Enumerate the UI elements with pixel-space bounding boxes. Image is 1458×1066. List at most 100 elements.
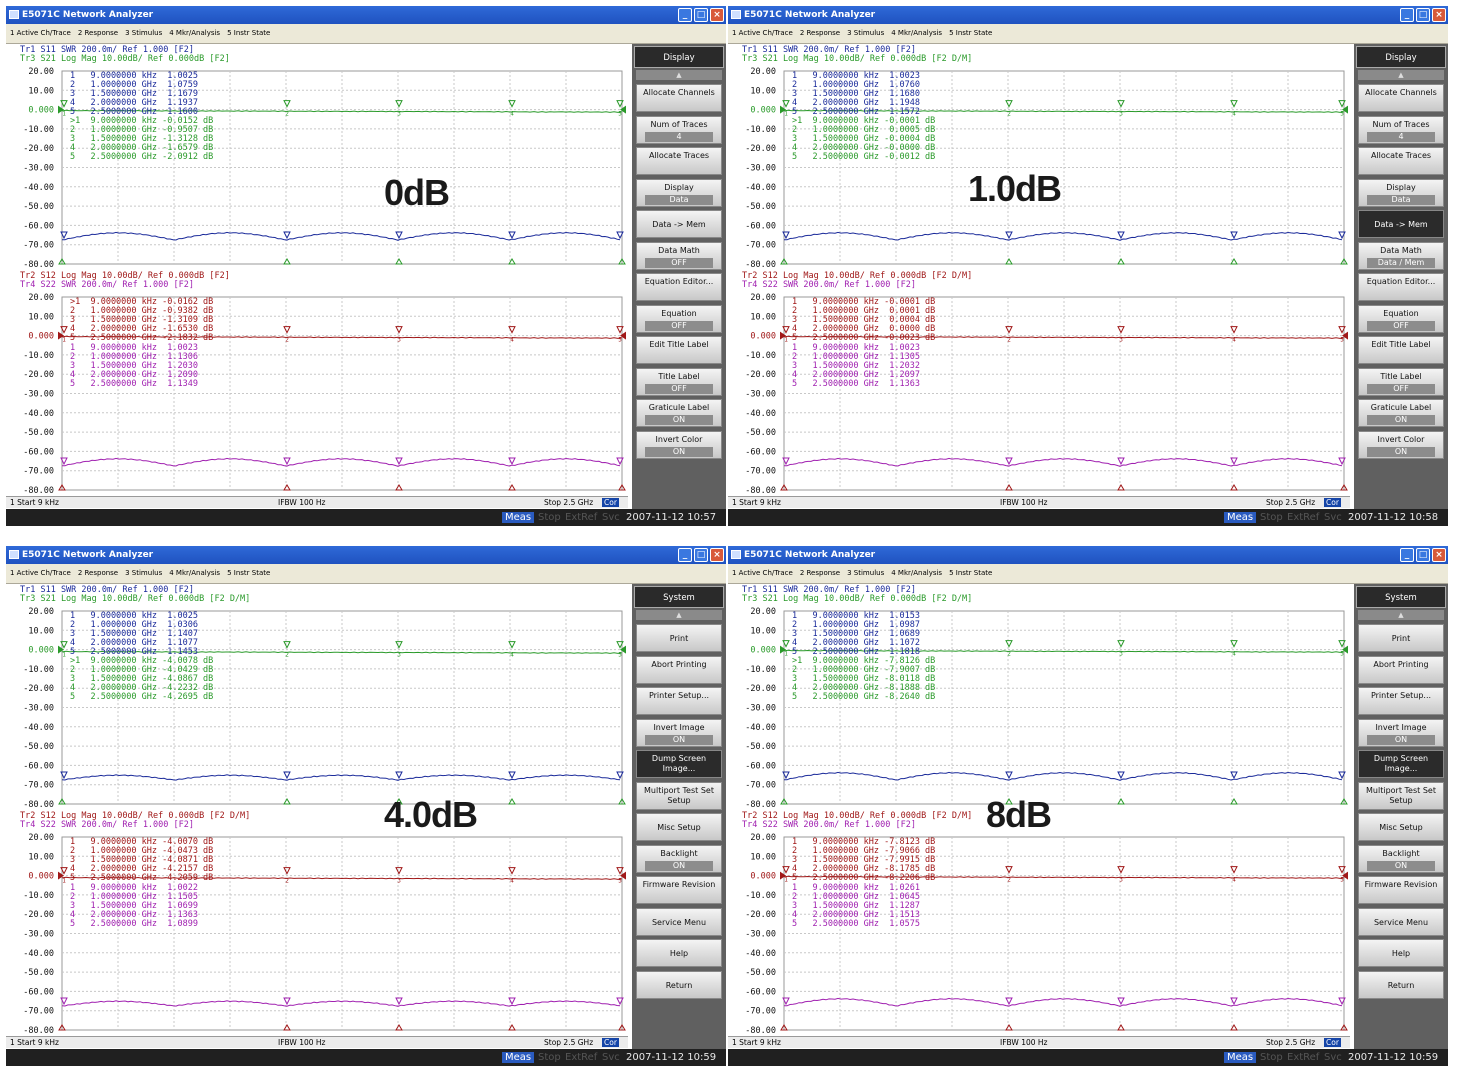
softkey-button[interactable]: Multiport Test Set Setup — [636, 781, 722, 810]
trace-header[interactable]: Tr2 S12 Log Mag 10.00dB/ Ref 0.000dB [F2… — [20, 811, 251, 821]
menu-item[interactable]: 5 Instr State — [227, 569, 271, 577]
menu-item[interactable]: 1 Active Ch/Trace — [10, 569, 71, 577]
menu-item[interactable]: 4 Mkr/Analysis — [891, 569, 943, 577]
softkey-button[interactable]: Data -> Mem — [636, 210, 722, 238]
softkey-button[interactable]: Firmware Revision — [636, 876, 722, 904]
softkey-button[interactable]: Printer Setup... — [636, 687, 722, 715]
softkey-button[interactable]: Invert Color ON — [1358, 430, 1444, 459]
softkey-button[interactable]: Backlight ON — [636, 844, 722, 873]
close-button[interactable]: × — [1432, 8, 1446, 22]
softkey-button[interactable]: Allocate Channels — [1358, 84, 1444, 112]
minimize-button[interactable]: _ — [678, 548, 692, 562]
trace-header[interactable]: Tr3 S21 Log Mag 10.00dB/ Ref 0.000dB [F2… — [20, 53, 230, 64]
softkey-button[interactable]: Data -> Mem — [1358, 210, 1444, 238]
menu-item[interactable]: 1 Active Ch/Trace — [10, 29, 71, 37]
softkey-button[interactable]: Abort Printing — [636, 655, 722, 684]
softkey-button[interactable]: Equation Editor... — [636, 273, 722, 301]
softkey-button[interactable]: Backlight ON — [1358, 844, 1444, 873]
softkey-button[interactable]: Dump Screen Image... — [1358, 750, 1444, 778]
menu-item[interactable]: 3 Stimulus — [847, 29, 885, 37]
minimize-button[interactable]: _ — [1400, 8, 1414, 22]
softkey-button[interactable]: Data Math Data / Mem — [1358, 241, 1444, 270]
menu-item[interactable]: 2 Response — [799, 29, 841, 37]
trace-header[interactable]: Tr4 S22 SWR 200.0m/ Ref 1.000 [F2] — [742, 819, 916, 830]
scroll-up-icon[interactable]: ▲ — [636, 610, 722, 620]
softkey-button[interactable]: Title Label OFF — [636, 367, 722, 396]
menu-item[interactable]: 5 Instr State — [949, 569, 993, 577]
minimize-button[interactable]: _ — [678, 8, 692, 22]
close-button[interactable]: × — [710, 8, 724, 22]
trace-header[interactable]: Tr2 S12 Log Mag 10.00dB/ Ref 0.000dB [F2… — [742, 271, 973, 281]
menu-item[interactable]: 2 Response — [77, 569, 119, 577]
menu-item[interactable]: 3 Stimulus — [847, 569, 885, 577]
softkey-button[interactable]: Print — [636, 624, 722, 652]
softkey-button[interactable]: Equation OFF — [1358, 304, 1444, 333]
softkey-button[interactable]: Title Label OFF — [1358, 367, 1444, 396]
menu-item[interactable]: 5 Instr State — [949, 29, 993, 37]
softkey-button[interactable]: Allocate Traces — [1358, 147, 1444, 175]
scroll-up-icon[interactable]: ▲ — [1358, 610, 1444, 620]
trace-header[interactable]: Tr3 S21 Log Mag 10.00dB/ Ref 0.000dB [F2… — [742, 593, 973, 604]
softkey-button[interactable]: Edit Title Label — [1358, 336, 1444, 364]
menu-item[interactable]: 2 Response — [77, 29, 119, 37]
softkey-button[interactable]: Firmware Revision — [1358, 876, 1444, 904]
scroll-up-icon[interactable]: ▲ — [1358, 70, 1444, 80]
close-button[interactable]: × — [1432, 548, 1446, 562]
menu-item[interactable]: 2 Response — [799, 569, 841, 577]
trace-header[interactable]: Tr3 S21 Log Mag 10.00dB/ Ref 0.000dB [F2… — [20, 593, 251, 604]
menu-item[interactable]: 1 Active Ch/Trace — [732, 569, 793, 577]
softkey-button[interactable]: Invert Image ON — [1358, 718, 1444, 747]
softkey-button[interactable]: Data Math OFF — [636, 241, 722, 270]
softkey-button[interactable]: Service Menu — [1358, 907, 1444, 936]
softkey-button[interactable]: Misc Setup — [636, 813, 722, 841]
softkey-button[interactable]: Return — [636, 970, 722, 999]
trace-header[interactable]: Tr2 S12 Log Mag 10.00dB/ Ref 0.000dB [F2… — [742, 811, 973, 821]
trace-header[interactable]: Tr4 S22 SWR 200.0m/ Ref 1.000 [F2] — [20, 819, 194, 830]
softkey-button[interactable]: Print — [1358, 624, 1444, 652]
maximize-button[interactable]: □ — [694, 8, 708, 22]
softkey-button[interactable]: Graticule Label ON — [636, 399, 722, 427]
softkey-button[interactable]: Display Data — [1358, 178, 1444, 207]
softkey-button[interactable]: Allocate Channels — [636, 84, 722, 112]
menu-item[interactable]: 3 Stimulus — [125, 29, 163, 37]
trace-header[interactable]: Tr1 S11 SWR 200.0m/ Ref 1.000 [F2] — [20, 585, 194, 595]
softkey-button[interactable]: Num of Traces 4 — [636, 115, 722, 144]
trace-header[interactable]: Tr2 S12 Log Mag 10.00dB/ Ref 0.000dB [F2… — [20, 271, 230, 281]
menu-item[interactable]: 5 Instr State — [227, 29, 271, 37]
trace-header[interactable]: Tr1 S11 SWR 200.0m/ Ref 1.000 [F2] — [742, 585, 916, 595]
softkey-button[interactable]: Equation Editor... — [1358, 273, 1444, 301]
softkey-button[interactable]: Invert Color ON — [636, 430, 722, 459]
maximize-button[interactable]: □ — [694, 548, 708, 562]
trace-header[interactable]: Tr4 S22 SWR 200.0m/ Ref 1.000 [F2] — [742, 279, 916, 290]
softkey-button[interactable]: Misc Setup — [1358, 813, 1444, 841]
softkey-button[interactable]: Graticule Label ON — [1358, 399, 1444, 427]
menu-item[interactable]: 4 Mkr/Analysis — [169, 29, 221, 37]
trace-header[interactable]: Tr1 S11 SWR 200.0m/ Ref 1.000 [F2] — [20, 45, 194, 55]
softkey-button[interactable]: Dump Screen Image... — [636, 750, 722, 778]
trace-header[interactable]: Tr3 S21 Log Mag 10.00dB/ Ref 0.000dB [F2… — [742, 53, 973, 64]
softkey-button[interactable]: Return — [1358, 970, 1444, 999]
softkey-button[interactable]: Service Menu — [636, 907, 722, 936]
close-button[interactable]: × — [710, 548, 724, 562]
softkey-button[interactable]: Allocate Traces — [636, 147, 722, 175]
menu-item[interactable]: 1 Active Ch/Trace — [732, 29, 793, 37]
softkey-button[interactable]: Invert Image ON — [636, 718, 722, 747]
trace-header[interactable]: Tr1 S11 SWR 200.0m/ Ref 1.000 [F2] — [742, 45, 916, 55]
maximize-button[interactable]: □ — [1416, 8, 1430, 22]
trace-header[interactable]: Tr4 S22 SWR 200.0m/ Ref 1.000 [F2] — [20, 279, 194, 290]
softkey-button[interactable]: Abort Printing — [1358, 655, 1444, 684]
softkey-button[interactable]: Help — [1358, 939, 1444, 967]
menu-item[interactable]: 3 Stimulus — [125, 569, 163, 577]
softkey-button[interactable]: Equation OFF — [636, 304, 722, 333]
minimize-button[interactable]: _ — [1400, 548, 1414, 562]
softkey-button[interactable]: Edit Title Label — [636, 336, 722, 364]
softkey-button[interactable]: Help — [636, 939, 722, 967]
softkey-button[interactable]: Multiport Test Set Setup — [1358, 781, 1444, 810]
menu-item[interactable]: 4 Mkr/Analysis — [891, 29, 943, 37]
maximize-button[interactable]: □ — [1416, 548, 1430, 562]
menu-item[interactable]: 4 Mkr/Analysis — [169, 569, 221, 577]
softkey-button[interactable]: Printer Setup... — [1358, 687, 1444, 715]
scroll-up-icon[interactable]: ▲ — [636, 70, 722, 80]
softkey-button[interactable]: Display Data — [636, 178, 722, 207]
softkey-button[interactable]: Num of Traces 4 — [1358, 115, 1444, 144]
